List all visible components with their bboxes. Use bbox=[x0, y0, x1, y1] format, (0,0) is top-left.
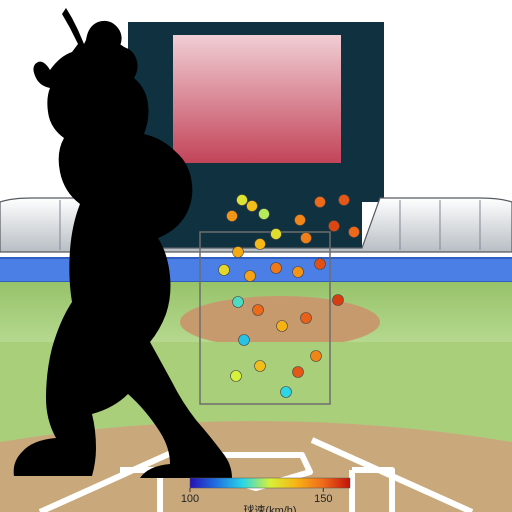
pitch-marker bbox=[301, 233, 312, 244]
pitch-marker bbox=[253, 305, 264, 316]
pitch-marker bbox=[293, 367, 304, 378]
pitch-marker bbox=[233, 297, 244, 308]
colorbar-tick-label: 100 bbox=[181, 493, 199, 505]
pitch-marker bbox=[333, 295, 344, 306]
pitch-marker bbox=[247, 201, 258, 212]
pitch-marker bbox=[315, 259, 326, 270]
pitch-marker bbox=[271, 229, 282, 240]
pitch-marker bbox=[281, 387, 292, 398]
pitch-marker bbox=[295, 215, 306, 226]
pitch-location-chart: 100 150 球速(km/h) bbox=[0, 0, 512, 512]
colorbar-label: 球速(km/h) bbox=[243, 503, 296, 512]
pitch-marker bbox=[237, 195, 248, 206]
pitch-marker bbox=[231, 371, 242, 382]
colorbar-tick-label: 150 bbox=[314, 493, 332, 505]
colorbar bbox=[190, 478, 350, 488]
pitch-marker bbox=[311, 351, 322, 362]
pitch-marker bbox=[227, 211, 238, 222]
pitch-marker bbox=[301, 313, 312, 324]
pitch-marker bbox=[315, 197, 326, 208]
pitch-marker bbox=[277, 321, 288, 332]
pitch-marker bbox=[239, 335, 250, 346]
pitch-marker bbox=[255, 239, 266, 250]
pitch-marker bbox=[329, 221, 340, 232]
pitch-marker bbox=[349, 227, 360, 238]
scoreboard-panel bbox=[172, 34, 342, 164]
pitch-marker bbox=[233, 247, 244, 258]
pitch-marker bbox=[339, 195, 350, 206]
pitch-marker bbox=[255, 361, 266, 372]
pitch-marker bbox=[245, 271, 256, 282]
pitch-marker bbox=[271, 263, 282, 274]
pitch-marker bbox=[219, 265, 230, 276]
pitch-marker bbox=[259, 209, 270, 220]
pitch-marker bbox=[293, 267, 304, 278]
